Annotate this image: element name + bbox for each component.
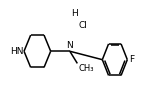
- Text: N: N: [67, 41, 73, 50]
- Text: HN: HN: [10, 47, 23, 56]
- Text: Cl: Cl: [78, 21, 87, 30]
- Text: H: H: [71, 9, 77, 18]
- Text: F: F: [129, 55, 134, 64]
- Text: CH₃: CH₃: [78, 64, 94, 73]
